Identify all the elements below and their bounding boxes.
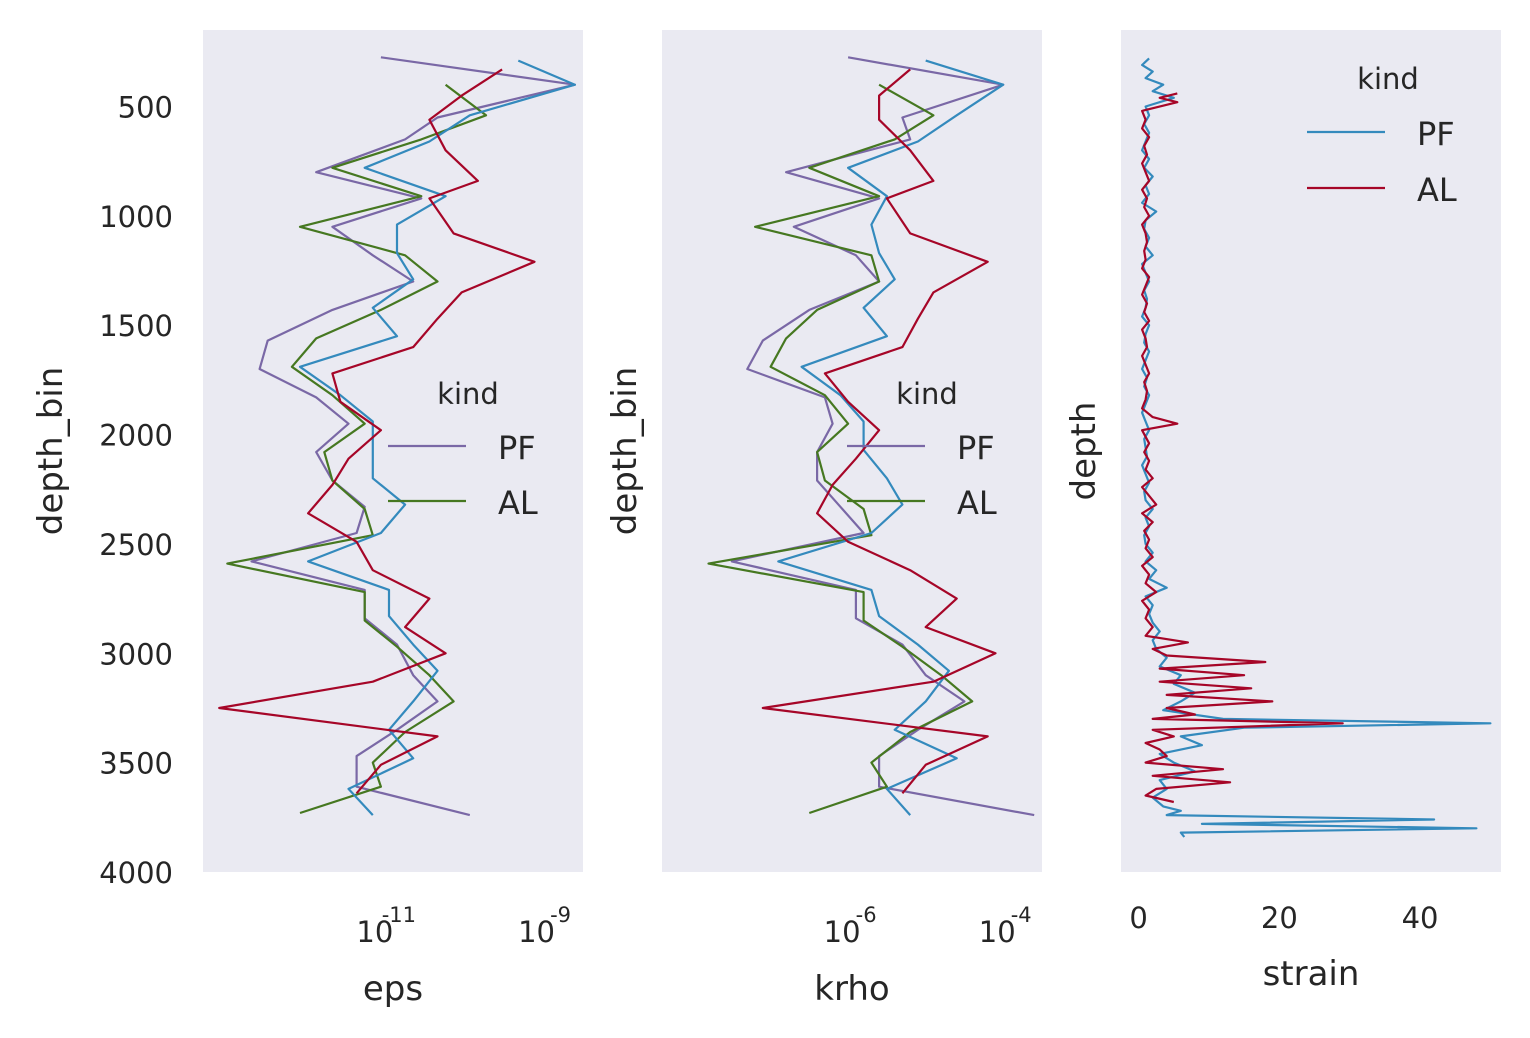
lines-eps xyxy=(218,56,577,817)
y-tick-label: 2500 xyxy=(99,528,173,562)
x-axis-label-eps: eps xyxy=(363,969,423,1009)
series-line-al-1 xyxy=(226,83,488,815)
y-tick-label: 1000 xyxy=(99,200,173,234)
panel-eps: 10-11 10-9 500100015002000250030003500400… xyxy=(31,30,583,1009)
legend-strain: kind PF AL xyxy=(1307,62,1457,209)
x-ticks-strain: 0 20 40 xyxy=(1129,901,1438,935)
series-line-pf-0 xyxy=(250,56,577,817)
x-tick-label: 10 xyxy=(356,915,393,949)
x-tick-label: 40 xyxy=(1402,901,1439,935)
y-tick-label: 4000 xyxy=(99,856,173,890)
legend-label-al-strain: AL xyxy=(1417,171,1457,209)
legend-label-al-krho: AL xyxy=(957,484,997,522)
x-tick-exponent: -6 xyxy=(856,903,877,927)
x-tick-label: 20 xyxy=(1261,901,1298,935)
y-tick-label: 1500 xyxy=(99,309,173,343)
legend-title-krho: kind xyxy=(896,377,958,411)
x-tick-exponent: -4 xyxy=(1011,903,1032,927)
legend-eps: kind PF AL xyxy=(388,377,538,522)
series-line-al-1 xyxy=(1140,92,1344,804)
x-tick-exponent: -11 xyxy=(382,903,416,927)
y-tick-label: 3500 xyxy=(99,747,173,781)
x-ticks-eps: 10-11 10-9 xyxy=(356,903,571,949)
x-axis-label-strain: strain xyxy=(1263,954,1360,994)
legend-title-eps: kind xyxy=(437,377,499,411)
x-tick-label: 10 xyxy=(979,915,1016,949)
legend-label-al-eps: AL xyxy=(498,484,538,522)
legend-label-pf-strain: PF xyxy=(1417,115,1455,153)
y-tick-label: 500 xyxy=(118,91,173,125)
y-axis-label-strain: depth xyxy=(1064,402,1104,501)
x-tick-label: 10 xyxy=(824,915,861,949)
plot-area-strain xyxy=(1121,30,1501,872)
series-line-pf-0 xyxy=(730,56,1035,817)
lines-krho xyxy=(707,56,1035,817)
lines-strain xyxy=(1140,57,1492,838)
y-axis-label-eps: depth_bin xyxy=(31,367,71,536)
legend-title-strain: kind xyxy=(1357,62,1419,96)
x-ticks-krho: 10-6 10-4 xyxy=(824,903,1032,949)
series-line-al-3 xyxy=(761,68,997,794)
y-ticks-eps: 500 1000 1500 2000 2500 3000 3500 4000 xyxy=(99,91,173,890)
series-line-al-3 xyxy=(218,68,536,795)
legend-label-pf-krho: PF xyxy=(957,429,995,467)
x-tick-label: 0 xyxy=(1129,901,1147,935)
legend-krho: kind PF AL xyxy=(847,377,997,522)
series-line-pf-2 xyxy=(298,59,577,816)
x-axis-label-krho: krho xyxy=(814,969,889,1009)
y-tick-label: 2000 xyxy=(99,419,173,453)
y-tick-label: 3000 xyxy=(99,637,173,671)
panel-strain: 0 20 40 strain depth kind PF AL xyxy=(1064,30,1501,994)
series-line-al-1 xyxy=(707,83,974,815)
legend-label-pf-eps: PF xyxy=(498,429,536,467)
panel-krho: 10-6 10-4 krho depth_bin kind PF AL xyxy=(605,30,1042,1009)
y-axis-label-krho: depth_bin xyxy=(605,367,645,536)
series-line-pf-2 xyxy=(777,59,1005,816)
x-tick-exponent: -9 xyxy=(550,903,571,927)
x-tick-label: 10 xyxy=(518,915,555,949)
